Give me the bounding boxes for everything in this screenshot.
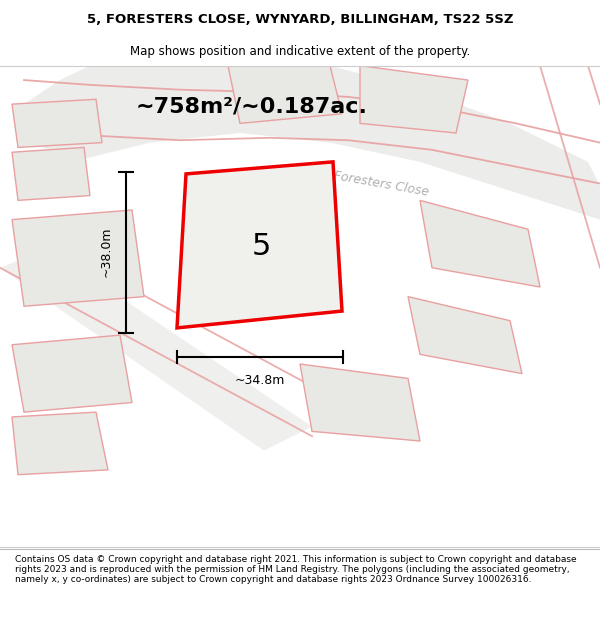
Polygon shape xyxy=(12,148,90,201)
Polygon shape xyxy=(12,210,144,306)
Polygon shape xyxy=(12,412,108,475)
Polygon shape xyxy=(228,66,342,123)
Polygon shape xyxy=(177,162,342,328)
Text: 5: 5 xyxy=(251,232,271,261)
Text: ~758m²/~0.187ac.: ~758m²/~0.187ac. xyxy=(136,96,368,116)
Polygon shape xyxy=(0,249,312,451)
Text: Foresters Close: Foresters Close xyxy=(332,169,430,198)
Polygon shape xyxy=(24,66,600,219)
Polygon shape xyxy=(12,335,132,412)
Text: ~34.8m: ~34.8m xyxy=(235,374,285,387)
Polygon shape xyxy=(360,66,468,133)
Text: ~38.0m: ~38.0m xyxy=(100,227,113,278)
Text: Contains OS data © Crown copyright and database right 2021. This information is : Contains OS data © Crown copyright and d… xyxy=(15,555,577,584)
Polygon shape xyxy=(408,297,522,374)
Text: Map shows position and indicative extent of the property.: Map shows position and indicative extent… xyxy=(130,44,470,58)
Polygon shape xyxy=(300,364,420,441)
Text: 5, FORESTERS CLOSE, WYNYARD, BILLINGHAM, TS22 5SZ: 5, FORESTERS CLOSE, WYNYARD, BILLINGHAM,… xyxy=(87,13,513,26)
Polygon shape xyxy=(420,201,540,287)
Polygon shape xyxy=(12,99,102,148)
